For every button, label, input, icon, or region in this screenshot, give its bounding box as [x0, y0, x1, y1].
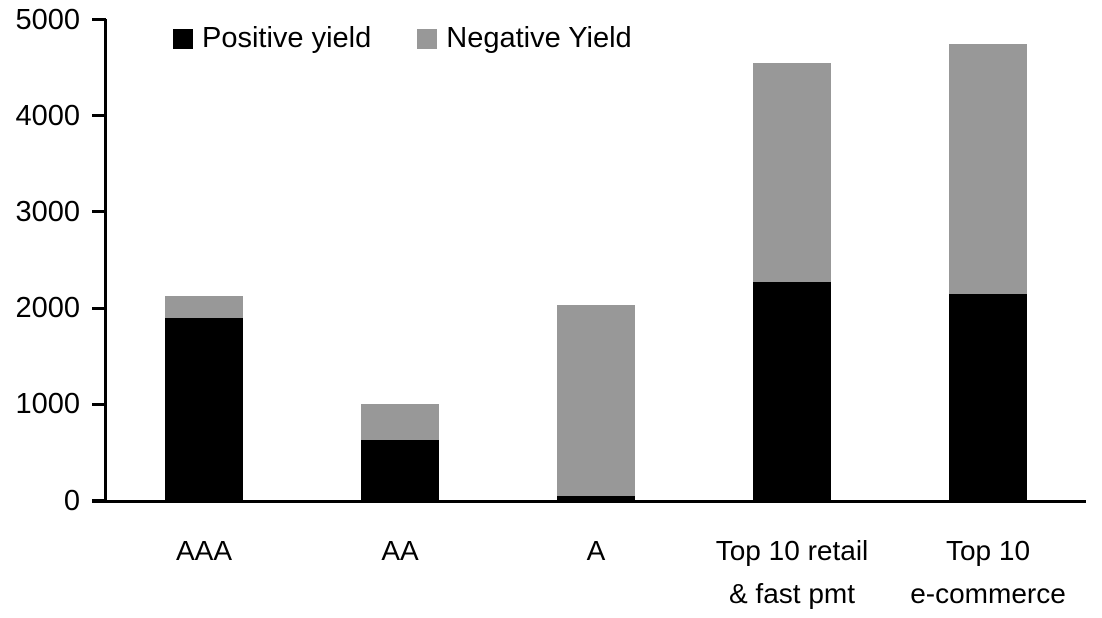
bar-segment-positive-yield-aa — [361, 440, 439, 500]
bar-segment-positive-yield-a — [557, 495, 635, 500]
bar-segment-negative-yield-top-10-e-commerce — [949, 44, 1027, 295]
y-tick-mark-1000 — [92, 402, 106, 406]
bar-segment-negative-yield-aaa — [165, 296, 243, 319]
x-axis-label-line: e-commerce — [910, 578, 1066, 609]
y-tick-mark-2000 — [92, 306, 106, 310]
x-axis-label-line: Top 10 — [945, 535, 1031, 566]
bar-segment-positive-yield-top-10-retail-fast-pmt — [753, 281, 831, 500]
bar-segment-negative-yield-a — [557, 304, 635, 496]
x-axis-label-aaa: AAA — [106, 529, 302, 572]
bar-segment-positive-yield-top-10-e-commerce — [949, 294, 1027, 500]
x-axis-label-line: AA — [381, 535, 419, 566]
legend-item-negative-yield: Negative Yield — [417, 22, 632, 55]
y-tick-label-4000: 4000 — [15, 99, 80, 132]
x-axis-label-aa: AA — [302, 529, 498, 572]
bar-segment-positive-yield-aaa — [165, 318, 243, 500]
y-tick-mark-4000 — [92, 114, 106, 118]
legend-swatch-positive-yield — [173, 28, 193, 49]
y-tick-mark-3000 — [92, 210, 106, 214]
y-tick-mark-5000 — [92, 18, 106, 21]
y-axis-line — [104, 19, 107, 503]
x-axis-label-a: A — [498, 529, 694, 572]
legend-item-positive-yield: Positive yield — [173, 22, 371, 55]
bar-segment-negative-yield-aa — [361, 403, 439, 441]
y-tick-label-1000: 1000 — [15, 388, 80, 421]
x-axis-label-top-10-retail-fast-pmt: Top 10 retail & fast pmt — [694, 529, 890, 615]
x-axis-line — [92, 500, 1086, 503]
x-axis-label-top-10-e-commerce: Top 10 e-commerce — [890, 529, 1086, 615]
chart-legend: Positive yield Negative Yield — [173, 22, 632, 55]
bar-segment-negative-yield-top-10-retail-fast-pmt — [753, 63, 831, 282]
x-axis-label-line: Top 10 retail — [715, 535, 869, 566]
y-tick-label-3000: 3000 — [15, 195, 80, 228]
legend-label-negative-yield: Negative Yield — [446, 22, 632, 54]
legend-swatch-negative-yield — [417, 28, 438, 49]
y-tick-label-2000: 2000 — [15, 292, 80, 325]
y-tick-label-5000: 5000 — [15, 3, 80, 36]
x-axis-label-line: A — [586, 535, 606, 566]
y-tick-label-0: 0 — [63, 484, 80, 517]
legend-label-positive-yield: Positive yield — [202, 22, 372, 54]
x-axis-label-line: AAA — [175, 535, 233, 566]
x-axis-label-line: & fast pmt — [728, 578, 856, 609]
